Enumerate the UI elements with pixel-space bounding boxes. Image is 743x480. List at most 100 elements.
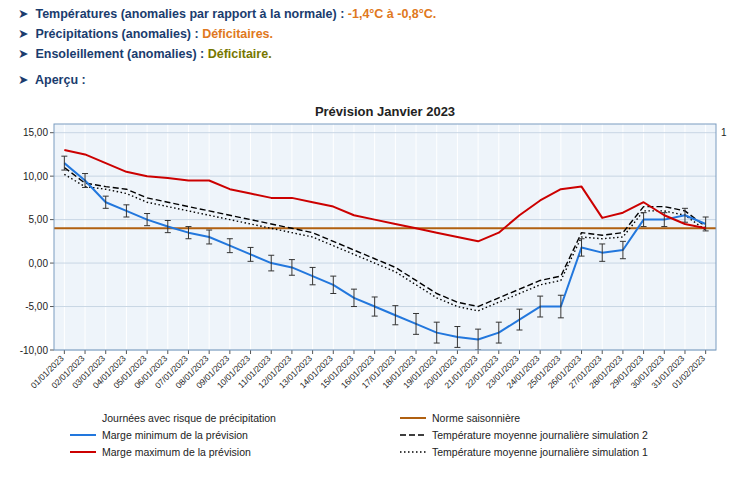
error-bar	[372, 297, 378, 316]
legend-swatch	[70, 451, 96, 453]
x-grid-line	[498, 124, 499, 350]
y-tick-label: 15,00	[23, 127, 48, 138]
error-bar	[227, 239, 233, 253]
x-grid-line	[436, 124, 437, 350]
x-tick	[664, 350, 665, 354]
y-tick-label: 10,00	[23, 171, 48, 182]
y-tick	[50, 306, 54, 307]
y-tick	[50, 350, 54, 351]
x-grid-line	[643, 124, 644, 350]
header-text: ➤	[18, 47, 35, 61]
annotation: 1	[721, 127, 727, 138]
header-text: Températures (anomalies par rapport à la…	[35, 7, 347, 21]
error-bar	[682, 208, 688, 222]
x-tick	[684, 350, 685, 354]
header-text: -1,4°C à -0,8°C.	[348, 7, 437, 21]
legend-label: Température moyenne journalière simulati…	[432, 429, 648, 441]
legend-label: Norme saisonnière	[432, 412, 520, 424]
x-grid-line	[167, 124, 168, 350]
x-tick	[209, 350, 210, 354]
header-line: ➤ Ensoleillement (anomalies) : Déficitai…	[18, 47, 272, 61]
error-bar	[392, 306, 398, 325]
header-text: Ensoleillement (anomalies) :	[35, 47, 207, 61]
x-grid-line	[705, 124, 706, 350]
header-text: Déficitaire.	[208, 47, 272, 61]
error-bar	[123, 205, 129, 217]
legend-swatch	[400, 434, 426, 435]
x-tick	[353, 350, 354, 354]
legend-label: Marge minimum de la prévision	[102, 429, 248, 441]
error-bar	[206, 230, 212, 244]
chart-title: Prévision Janvier 2023	[315, 104, 455, 119]
header-line: ➤ Températures (anomalies par rapport à …	[18, 7, 436, 21]
error-bar	[144, 214, 150, 226]
error-bar	[496, 322, 502, 343]
x-tick	[250, 350, 251, 354]
header-text: ➤	[18, 73, 35, 87]
y-tick-label: 0,00	[29, 258, 49, 269]
error-bar	[599, 244, 605, 261]
error-bar	[185, 227, 191, 239]
header-text: Précipitations (anomalies) :	[35, 27, 202, 41]
error-bar	[537, 296, 543, 317]
legend-label: Journées avec risque de précipitation	[102, 412, 276, 424]
x-grid-line	[147, 124, 148, 350]
y-grid-line	[54, 132, 716, 133]
error-bar	[289, 260, 295, 276]
x-tick	[167, 350, 168, 354]
header-line: ➤ Aperçu :	[18, 73, 86, 87]
error-bar	[454, 327, 460, 348]
x-grid-line	[291, 124, 292, 350]
x-tick	[395, 350, 396, 354]
error-bar	[82, 174, 88, 188]
x-tick	[126, 350, 127, 354]
y-tick-label: -5,00	[25, 301, 48, 312]
x-grid-line	[250, 124, 251, 350]
header-text: ➤	[18, 7, 35, 21]
error-bar	[351, 289, 357, 306]
x-tick	[64, 350, 65, 354]
x-tick	[560, 350, 561, 354]
series-line	[64, 150, 705, 241]
series-line	[64, 163, 705, 339]
legend: Journées avec risque de précipitation Mar…	[70, 412, 648, 458]
y-tick	[50, 132, 54, 133]
error-bar	[579, 239, 585, 256]
x-grid-line	[684, 124, 685, 350]
error-bar	[641, 213, 647, 227]
error-bar	[103, 196, 109, 208]
plot-frame	[54, 124, 716, 350]
legend-swatch	[400, 451, 426, 452]
error-bar	[61, 156, 67, 170]
x-tick	[436, 350, 437, 354]
plot-background	[54, 124, 716, 350]
x-tick	[147, 350, 148, 354]
x-tick	[705, 350, 706, 354]
x-tick	[271, 350, 272, 354]
x-tick	[374, 350, 375, 354]
legend-label: Marge maximum de la prévision	[102, 446, 251, 458]
x-grid-line	[602, 124, 603, 350]
x-grid-line	[229, 124, 230, 350]
reference-line	[54, 227, 716, 229]
x-grid-line	[126, 124, 127, 350]
x-grid-line	[105, 124, 106, 350]
x-tick	[622, 350, 623, 354]
header-text: Déficitaires.	[202, 27, 273, 41]
x-tick-label: 01/02/2023	[670, 353, 707, 390]
y-tick	[50, 176, 54, 177]
chart-svg: ➤ Températures (anomalies par rapport à …	[0, 0, 743, 480]
error-bar	[475, 329, 481, 350]
x-tick	[540, 350, 541, 354]
x-tick	[602, 350, 603, 354]
error-bar	[310, 267, 316, 284]
error-bar	[330, 276, 336, 293]
x-grid-line	[664, 124, 665, 350]
x-grid-line	[353, 124, 354, 350]
y-grid-line	[54, 219, 716, 220]
error-bar	[248, 247, 254, 261]
x-grid-line	[478, 124, 479, 350]
x-tick	[291, 350, 292, 354]
x-grid-line	[85, 124, 86, 350]
legend-swatch	[70, 434, 96, 436]
